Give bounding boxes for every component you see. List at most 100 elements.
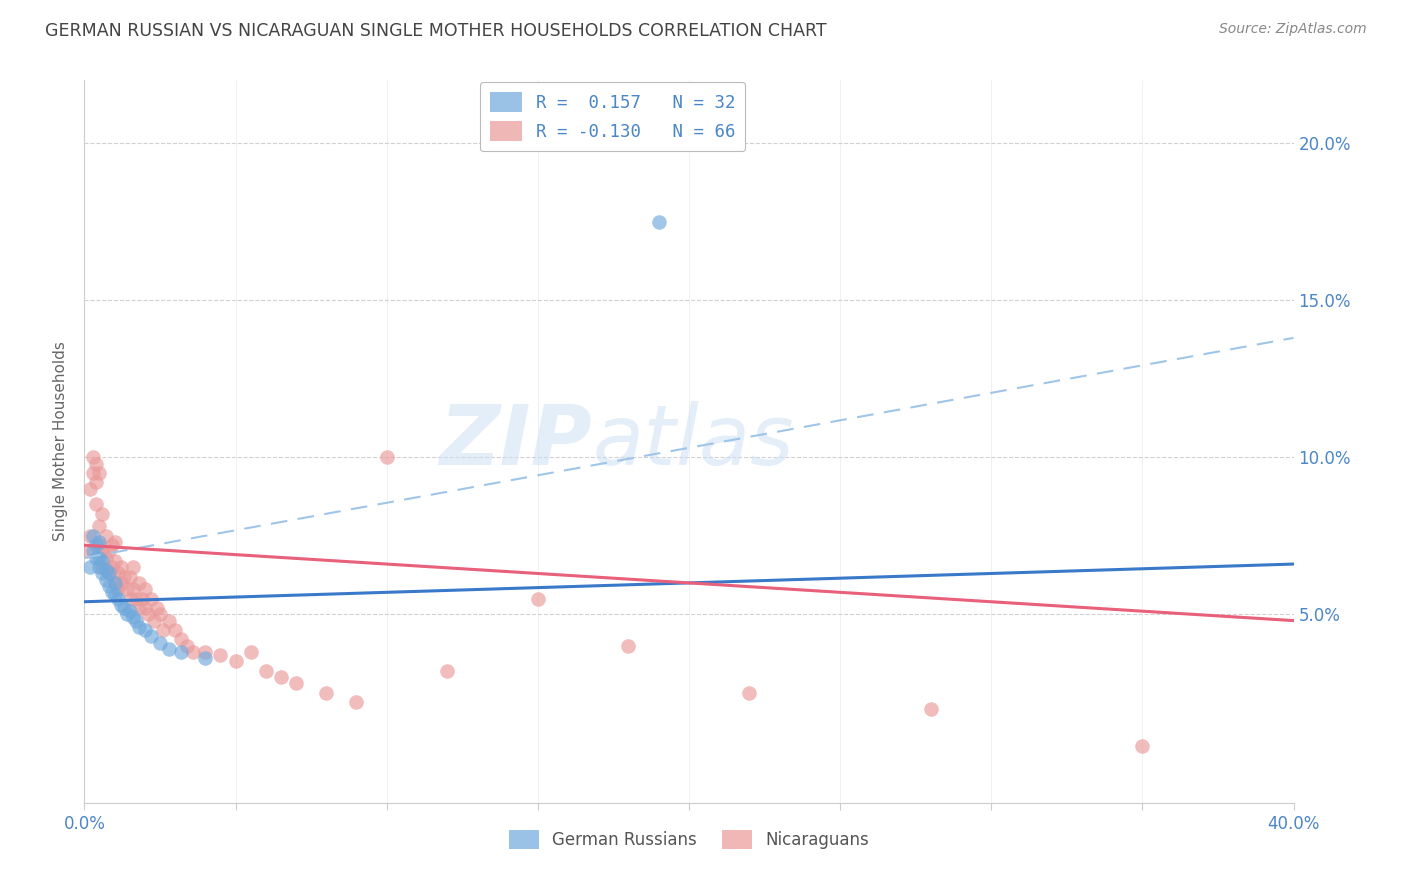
Point (86, 457, 108, 471)
Point (94, 550, 117, 565)
Point (139, 629, 162, 643)
Point (97, 579, 120, 593)
Point (128, 620, 150, 634)
Point (125, 591, 148, 606)
Point (79, 560, 101, 574)
Point (194, 645, 217, 659)
Point (104, 575, 127, 590)
Point (527, 591, 550, 606)
Point (170, 645, 193, 659)
Point (225, 655, 247, 669)
Point (86, 550, 108, 565)
Point (100, 538, 122, 552)
Point (181, 645, 204, 659)
Point (346, 695, 368, 709)
Text: atlas: atlas (592, 401, 794, 482)
Point (209, 648, 232, 662)
Point (94, 563, 117, 577)
Point (270, 670, 292, 684)
Point (110, 575, 132, 590)
Point (89, 560, 111, 574)
Point (100, 560, 122, 574)
Point (139, 591, 162, 606)
Point (131, 591, 153, 606)
Point (128, 601, 150, 615)
Point (112, 601, 135, 615)
Point (134, 582, 156, 597)
Point (165, 623, 187, 637)
Point (136, 607, 159, 622)
Point (89, 466, 111, 480)
Point (89, 538, 111, 552)
Point (157, 641, 180, 656)
Point (110, 560, 132, 574)
Legend: German Russians, Nicaraguans: German Russians, Nicaraguans (502, 823, 876, 856)
Point (118, 604, 141, 618)
Point (152, 623, 174, 637)
Point (89, 535, 111, 549)
Point (100, 585, 122, 599)
Point (91, 507, 114, 521)
Point (315, 686, 337, 700)
Point (91, 560, 114, 574)
Point (86, 497, 108, 511)
Point (107, 566, 129, 581)
Point (89, 550, 111, 565)
Point (128, 575, 150, 590)
Point (82, 466, 104, 480)
Point (97, 566, 120, 581)
Point (142, 614, 165, 628)
Point (97, 544, 120, 558)
Point (82, 544, 104, 558)
Point (115, 607, 138, 622)
Point (91, 544, 114, 558)
Point (86, 538, 108, 552)
Point (118, 591, 141, 606)
Point (118, 569, 141, 583)
Point (157, 614, 180, 628)
Point (149, 607, 172, 622)
Point (104, 589, 127, 603)
Point (738, 686, 761, 700)
Text: GERMAN RUSSIAN VS NICARAGUAN SINGLE MOTHER HOUSEHOLDS CORRELATION CHART: GERMAN RUSSIAN VS NICARAGUAN SINGLE MOTH… (45, 22, 827, 40)
Point (82, 450, 104, 465)
Point (91, 554, 114, 568)
Point (104, 575, 127, 590)
Point (79, 482, 101, 496)
Text: ZIP: ZIP (440, 401, 592, 482)
Point (1130, 739, 1153, 754)
Point (94, 529, 117, 543)
Point (134, 601, 156, 615)
Point (86, 475, 108, 490)
Point (121, 610, 143, 624)
Point (76, 544, 98, 558)
Point (104, 554, 127, 568)
Point (125, 614, 148, 628)
Point (170, 632, 193, 647)
Point (97, 566, 120, 581)
Point (254, 664, 277, 678)
Point (436, 664, 458, 678)
Point (149, 635, 172, 649)
Point (107, 591, 129, 606)
Point (285, 676, 308, 690)
Point (115, 582, 138, 597)
Text: Source: ZipAtlas.com: Source: ZipAtlas.com (1219, 22, 1367, 37)
Point (648, 214, 671, 228)
Point (79, 529, 101, 543)
Point (375, 450, 398, 465)
Point (121, 582, 143, 597)
Point (617, 639, 640, 653)
Point (176, 639, 198, 653)
Point (920, 701, 942, 715)
Point (239, 645, 262, 659)
Y-axis label: Single Mother Households: Single Mother Households (53, 342, 69, 541)
Point (146, 601, 169, 615)
Point (104, 535, 127, 549)
Point (134, 623, 156, 637)
Point (89, 519, 111, 533)
Point (110, 598, 132, 612)
Point (94, 573, 117, 587)
Point (112, 569, 135, 583)
Point (121, 560, 143, 574)
